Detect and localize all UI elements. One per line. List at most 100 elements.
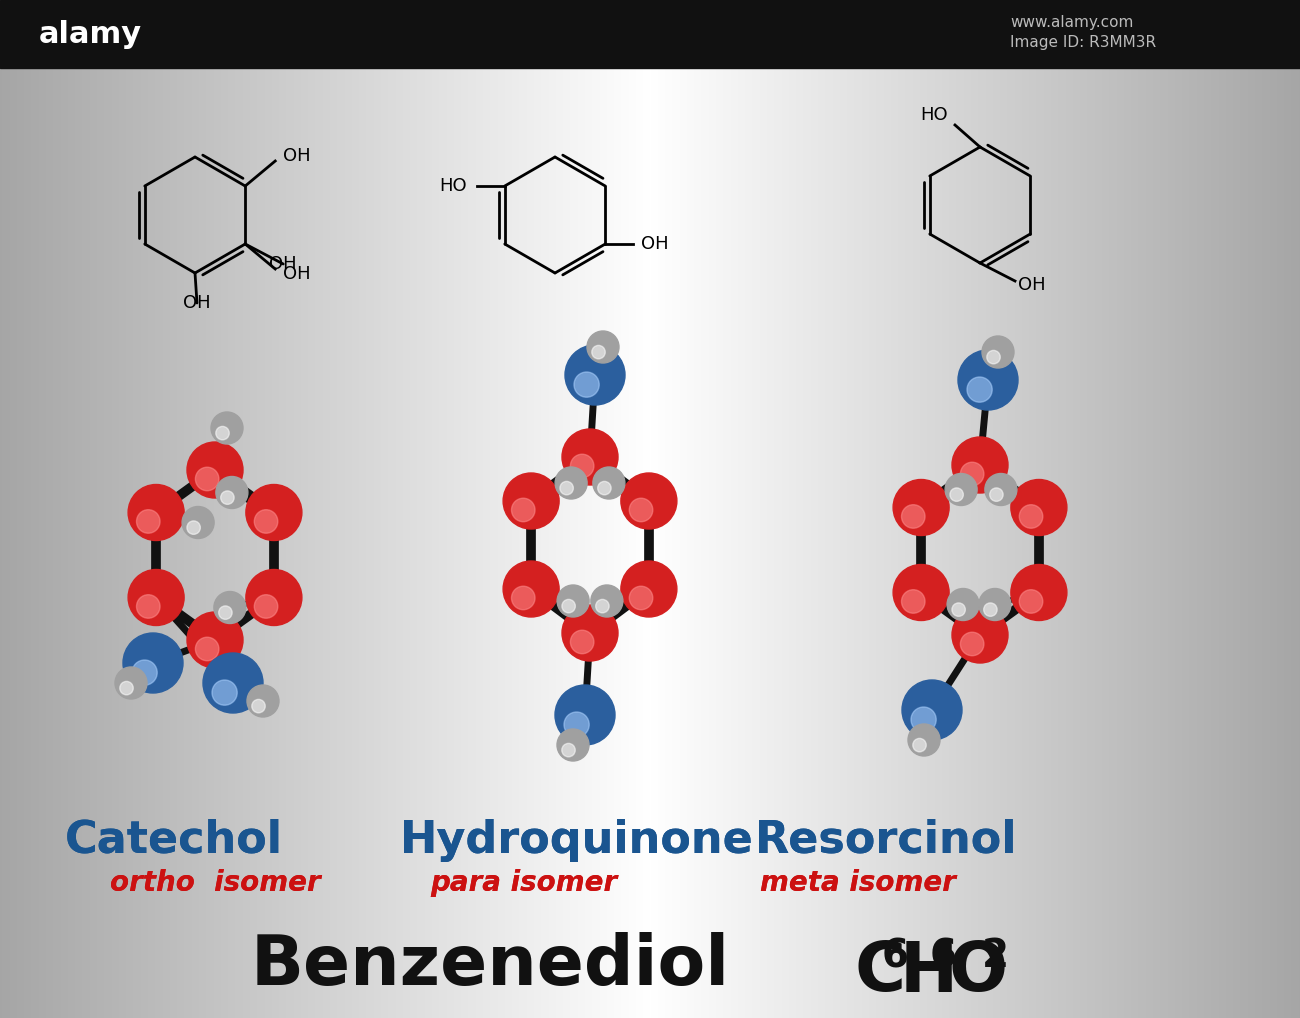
Text: OH: OH: [269, 254, 296, 273]
Circle shape: [257, 689, 276, 706]
Circle shape: [961, 632, 984, 656]
Circle shape: [216, 427, 229, 440]
Circle shape: [555, 685, 615, 745]
Circle shape: [558, 585, 589, 617]
Circle shape: [195, 467, 218, 491]
Circle shape: [901, 505, 926, 528]
Circle shape: [143, 640, 176, 673]
Circle shape: [1011, 565, 1067, 621]
Circle shape: [255, 595, 278, 618]
Circle shape: [129, 485, 185, 541]
Circle shape: [571, 454, 594, 477]
Circle shape: [203, 653, 263, 713]
Text: Catechol: Catechol: [65, 818, 283, 861]
Circle shape: [568, 733, 585, 750]
Circle shape: [588, 331, 619, 363]
Circle shape: [195, 637, 218, 661]
Circle shape: [581, 436, 611, 466]
Text: Benzenediol: Benzenediol: [251, 932, 729, 1000]
Circle shape: [984, 603, 997, 616]
Text: H: H: [900, 939, 958, 1006]
Text: O: O: [948, 939, 1008, 1006]
Circle shape: [985, 473, 1017, 506]
Circle shape: [629, 498, 653, 521]
Circle shape: [1011, 479, 1067, 535]
Circle shape: [571, 630, 594, 654]
Text: 6: 6: [881, 937, 909, 975]
Circle shape: [950, 488, 963, 501]
Circle shape: [958, 592, 975, 610]
Circle shape: [948, 588, 979, 621]
Circle shape: [592, 585, 623, 617]
Circle shape: [120, 681, 133, 695]
Circle shape: [247, 685, 280, 717]
Circle shape: [967, 377, 992, 402]
Circle shape: [187, 442, 243, 498]
Circle shape: [902, 680, 962, 740]
Circle shape: [521, 567, 552, 599]
Text: Catechol: Catechol: [65, 818, 283, 861]
Circle shape: [265, 576, 295, 607]
Circle shape: [218, 606, 233, 619]
Circle shape: [226, 480, 244, 498]
Circle shape: [133, 660, 157, 685]
Text: OH: OH: [641, 235, 670, 253]
Text: meta isomer: meta isomer: [760, 869, 956, 897]
Circle shape: [592, 345, 606, 358]
Text: OH: OH: [1018, 276, 1045, 294]
Text: ortho  isomer: ortho isomer: [111, 869, 321, 897]
Circle shape: [224, 660, 256, 693]
Circle shape: [585, 352, 618, 385]
Circle shape: [222, 415, 239, 434]
Circle shape: [598, 482, 611, 495]
Circle shape: [129, 569, 185, 625]
Circle shape: [566, 345, 625, 405]
Circle shape: [555, 467, 588, 499]
Circle shape: [945, 473, 978, 506]
Circle shape: [265, 491, 295, 522]
Circle shape: [971, 614, 1001, 644]
Circle shape: [246, 485, 302, 541]
Circle shape: [211, 412, 243, 444]
Circle shape: [255, 510, 278, 533]
Circle shape: [511, 498, 536, 521]
Circle shape: [214, 591, 246, 623]
Circle shape: [147, 576, 178, 607]
Circle shape: [989, 488, 1004, 501]
Circle shape: [993, 340, 1010, 357]
Circle shape: [996, 477, 1013, 495]
Circle shape: [221, 491, 234, 504]
Text: ortho  isomer: ortho isomer: [111, 869, 321, 897]
Text: meta isomer: meta isomer: [760, 869, 956, 897]
Circle shape: [893, 479, 949, 535]
Circle shape: [911, 706, 936, 732]
Circle shape: [593, 467, 625, 499]
Circle shape: [246, 569, 302, 625]
Text: Resorcinol: Resorcinol: [755, 818, 1018, 861]
Circle shape: [958, 350, 1018, 410]
Circle shape: [560, 482, 573, 495]
Circle shape: [205, 449, 237, 479]
Circle shape: [575, 372, 599, 397]
Circle shape: [629, 586, 653, 610]
Circle shape: [575, 692, 608, 725]
Circle shape: [907, 724, 940, 756]
Circle shape: [126, 671, 143, 688]
Circle shape: [216, 476, 248, 509]
Circle shape: [124, 633, 183, 693]
Circle shape: [952, 437, 1008, 493]
Circle shape: [922, 687, 956, 720]
Circle shape: [982, 336, 1014, 367]
Text: Resorcinol: Resorcinol: [755, 818, 1018, 861]
Text: www.alamy.com: www.alamy.com: [1010, 14, 1134, 30]
Text: HO: HO: [920, 106, 948, 124]
Circle shape: [511, 586, 536, 610]
Circle shape: [581, 612, 611, 642]
Circle shape: [562, 429, 618, 485]
Circle shape: [598, 335, 615, 352]
Circle shape: [182, 507, 215, 539]
Circle shape: [956, 477, 974, 495]
Circle shape: [901, 589, 926, 613]
Text: 6: 6: [930, 937, 957, 975]
Circle shape: [640, 479, 671, 510]
